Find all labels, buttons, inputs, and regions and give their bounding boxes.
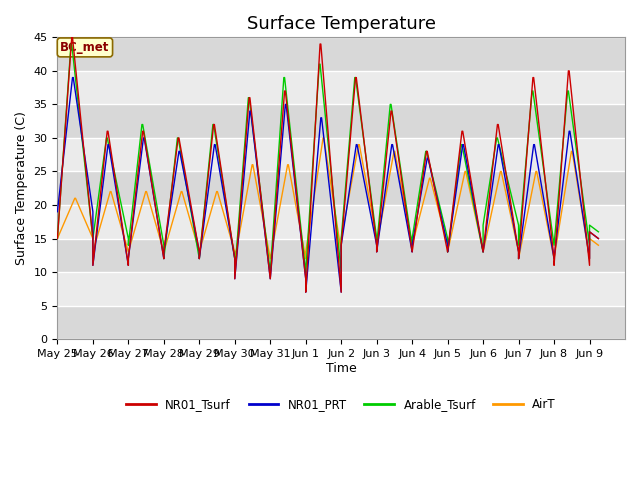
- Legend: NR01_Tsurf, NR01_PRT, Arable_Tsurf, AirT: NR01_Tsurf, NR01_PRT, Arable_Tsurf, AirT: [122, 393, 561, 416]
- Bar: [58, 171, 625, 205]
- Bar: [58, 37, 625, 71]
- Bar: [58, 205, 625, 239]
- Text: BC_met: BC_met: [60, 41, 109, 54]
- Bar: [58, 272, 625, 306]
- Bar: [58, 138, 625, 171]
- Bar: [58, 71, 625, 104]
- Bar: [58, 239, 625, 272]
- Bar: [58, 104, 625, 138]
- Bar: [58, 306, 625, 339]
- Title: Surface Temperature: Surface Temperature: [246, 15, 436, 33]
- X-axis label: Time: Time: [326, 361, 356, 374]
- Y-axis label: Surface Temperature (C): Surface Temperature (C): [15, 111, 28, 265]
